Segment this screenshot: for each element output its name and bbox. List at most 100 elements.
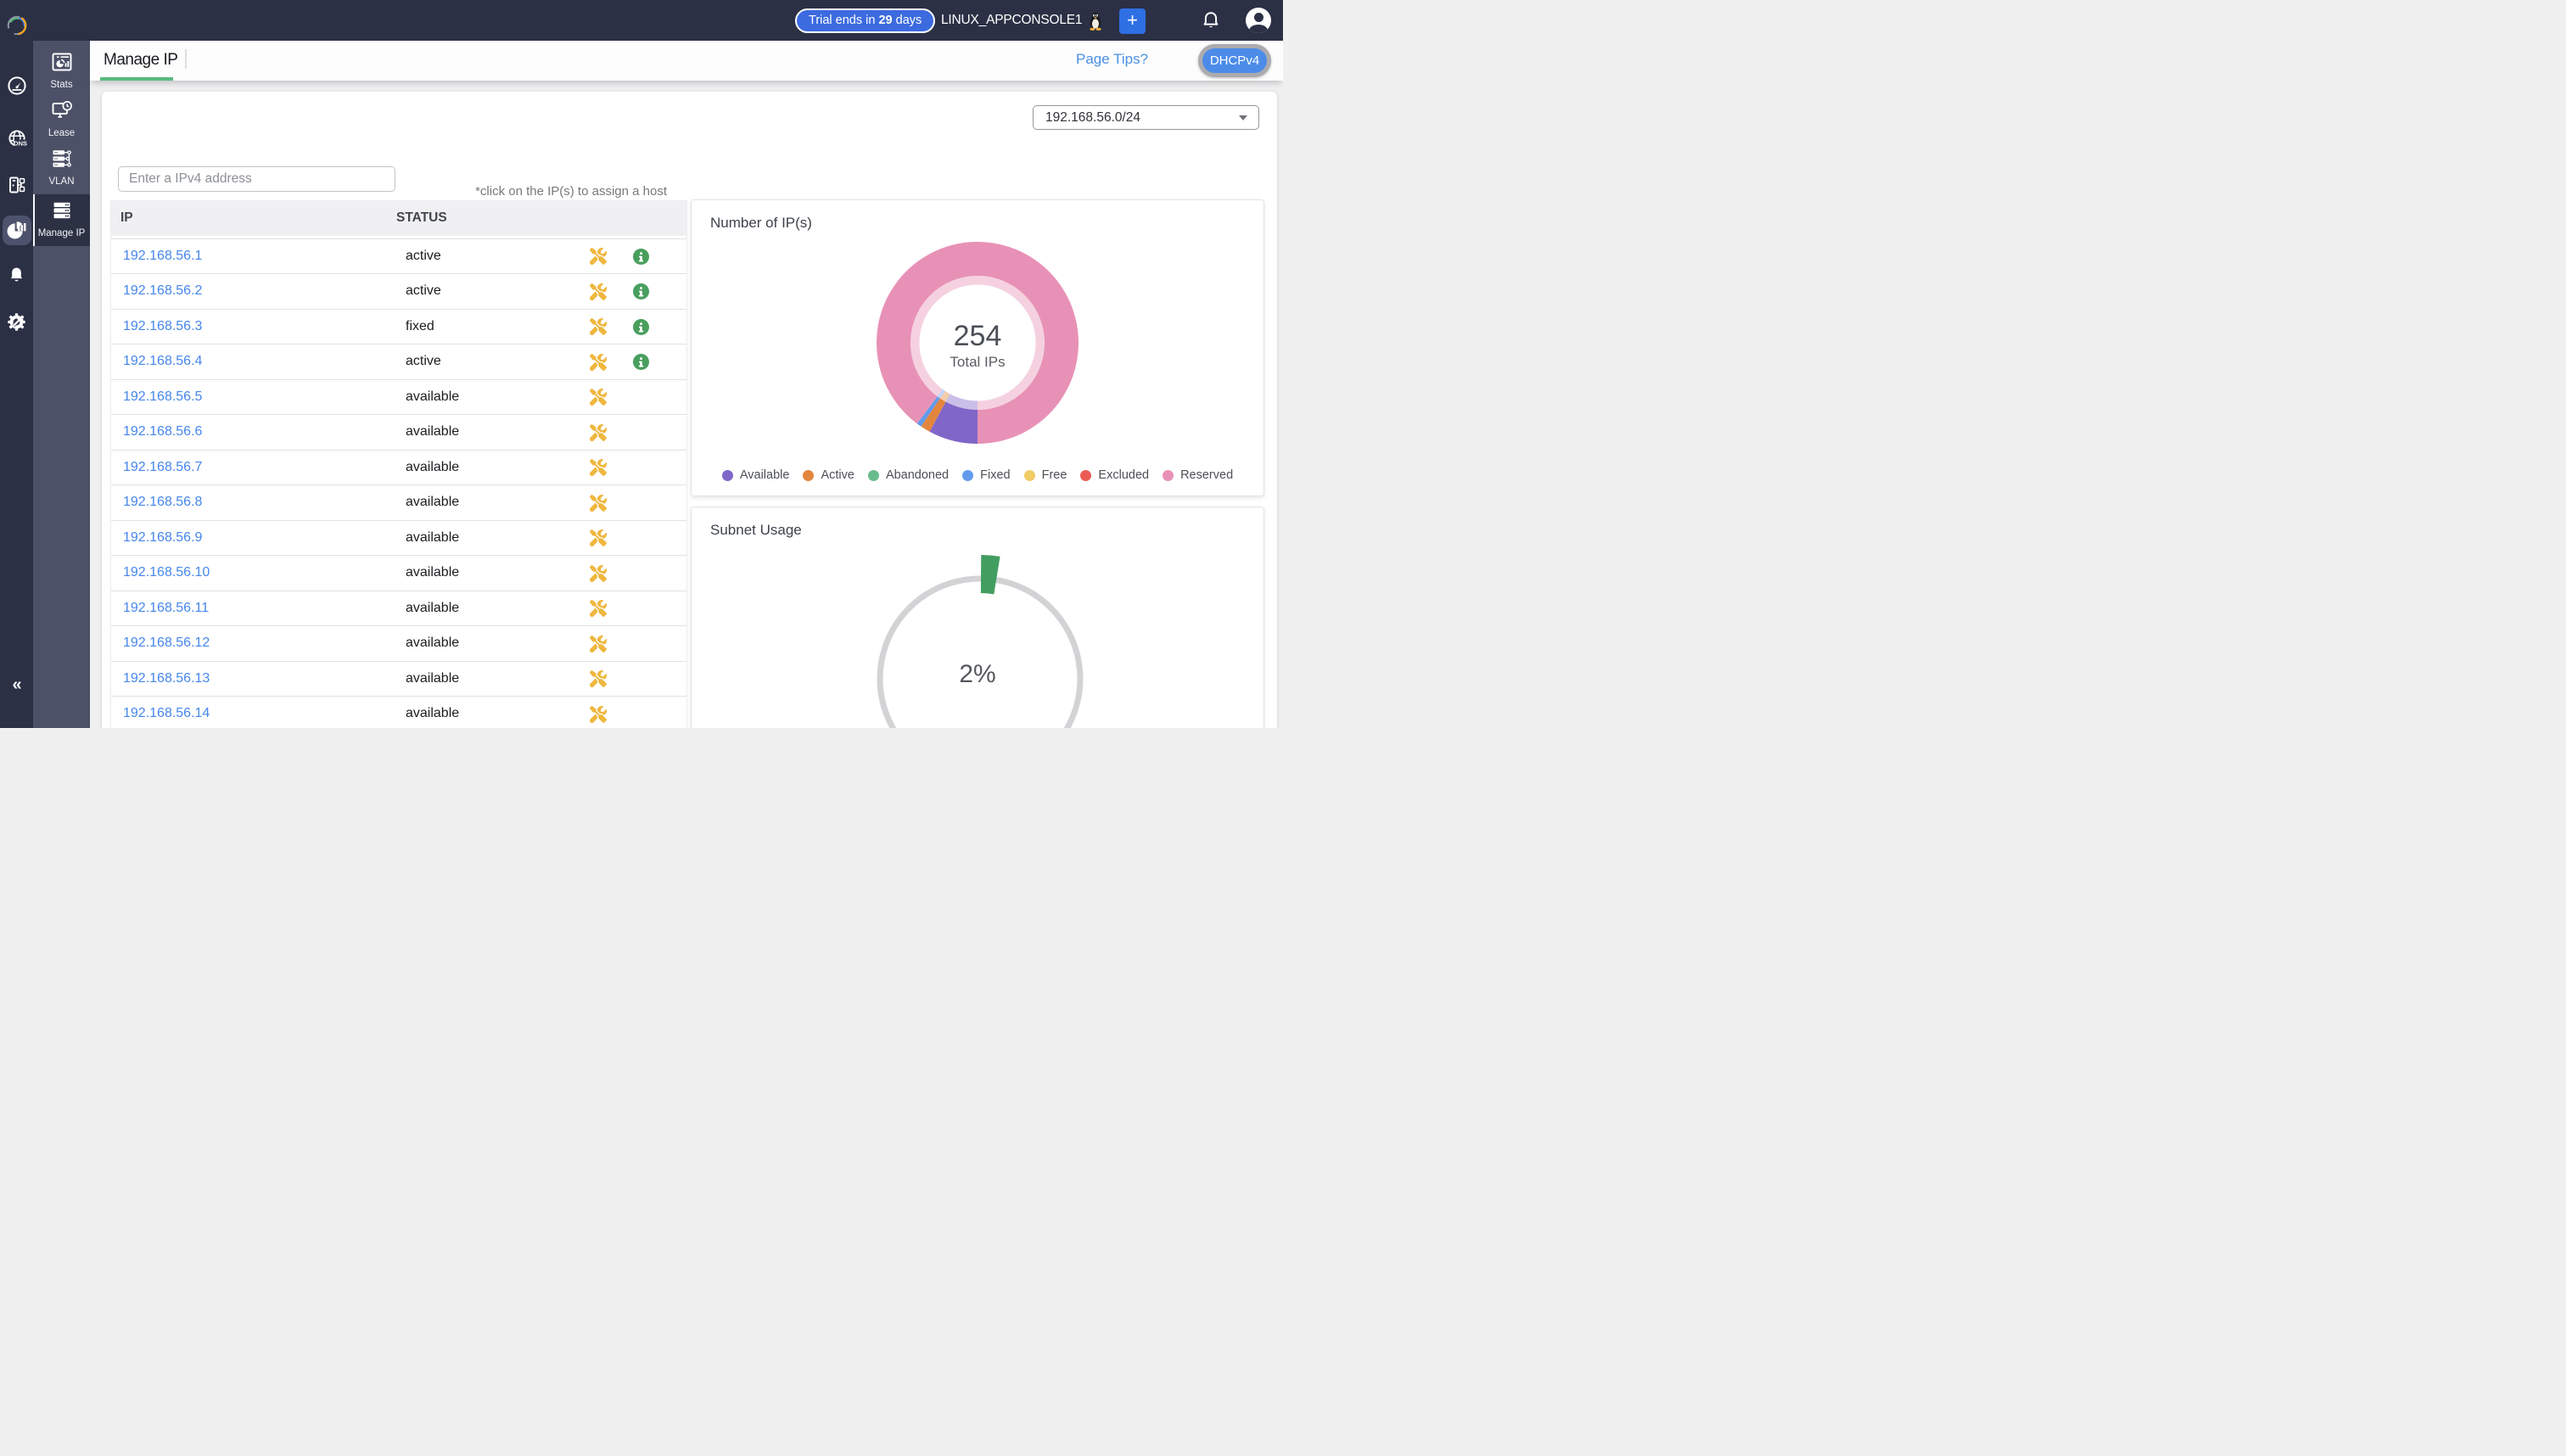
tools-icon[interactable] — [590, 670, 607, 687]
legend-item[interactable]: Excluded — [1080, 468, 1149, 482]
ip-address-link[interactable]: 192.168.56.12 — [123, 636, 210, 650]
ip-address-link[interactable]: 192.168.56.4 — [123, 354, 203, 368]
column-header-ip[interactable]: IP — [120, 210, 133, 225]
donut-slice-reserved[interactable] — [877, 242, 1079, 444]
tools-icon[interactable] — [590, 423, 607, 441]
usage-gauge-chart[interactable] — [692, 541, 1263, 728]
avatar-head-icon — [1253, 13, 1263, 22]
assign-host-note: *click on the IP(s) to assign a host — [475, 184, 667, 199]
ip-status-value: available — [406, 706, 460, 720]
legend-item[interactable]: Active — [803, 468, 854, 482]
tools-icon[interactable] — [590, 600, 607, 617]
donut-chart-title: Number of IP(s) — [710, 215, 812, 231]
ip-address-link[interactable]: 192.168.56.1 — [123, 248, 203, 263]
tools-icon[interactable] — [590, 389, 607, 406]
page-tips-link[interactable]: Page Tips? — [1076, 51, 1149, 67]
legend-item[interactable]: Available — [721, 468, 790, 482]
donut-slice-available[interactable] — [929, 401, 978, 444]
tab-manage-ip[interactable]: Manage IP — [104, 51, 178, 69]
info-icon[interactable] — [632, 248, 649, 265]
donut-chart[interactable] — [692, 229, 1263, 453]
info-icon[interactable] — [632, 283, 649, 300]
ip-address-link[interactable]: 192.168.56.9 — [123, 529, 203, 545]
sidebar-item-manage-ip[interactable]: Manage IP — [33, 194, 90, 246]
globe-dns-icon: DNS — [7, 129, 27, 149]
tools-icon[interactable] — [590, 705, 607, 723]
number-of-ips-card: Number of IP(s) 254 Total IPs Available A… — [691, 199, 1264, 496]
legend-dot — [867, 469, 879, 481]
tools-icon[interactable] — [590, 564, 607, 582]
info-icon[interactable] — [632, 318, 649, 335]
tools-icon[interactable] — [590, 318, 607, 335]
add-button[interactable]: + — [1119, 8, 1146, 34]
legend-label: Active — [821, 468, 854, 482]
protocol-toggle[interactable]: DHCPv4 — [1198, 44, 1271, 77]
legend-label: Available — [739, 468, 790, 482]
ip-address-link[interactable]: 192.168.56.7 — [123, 459, 203, 474]
trial-days-count: 29 — [878, 14, 893, 27]
ipv4-search-input[interactable] — [118, 166, 395, 192]
sidebar-item-ipam-stats[interactable] — [0, 220, 33, 241]
ip-address-link[interactable]: 192.168.56.8 — [123, 495, 203, 509]
tools-icon[interactable] — [590, 353, 607, 371]
table-row: 192.168.56.9 available — [111, 520, 686, 556]
secondary-sidebar: Stats Lease — [33, 41, 90, 728]
donut-slice-active[interactable] — [921, 398, 946, 432]
legend-item[interactable]: Abandoned — [867, 468, 949, 482]
ip-status-value: active — [406, 283, 441, 298]
chevron-down-icon — [1239, 115, 1247, 120]
vlan-servers-icon — [33, 148, 90, 169]
brand-logo-icon[interactable] — [5, 14, 29, 37]
tools-icon[interactable] — [590, 494, 607, 512]
legend-item[interactable]: Free — [1023, 468, 1067, 482]
ip-status-value: available — [406, 600, 460, 615]
sidebar-item-lease[interactable]: Lease — [33, 96, 90, 144]
sidebar-collapse-button[interactable]: « — [0, 675, 33, 695]
legend-item[interactable]: Fixed — [962, 468, 1011, 482]
gear-wrench-icon — [6, 311, 27, 333]
pie-chart-bars-icon — [6, 220, 27, 241]
gauge-value-label: 2% — [959, 660, 996, 688]
tools-icon[interactable] — [590, 283, 607, 300]
speedometer-icon — [7, 76, 27, 96]
ip-address-link[interactable]: 192.168.56.6 — [123, 424, 203, 439]
tools-icon[interactable] — [590, 459, 607, 476]
notifications-bell-icon[interactable] — [1201, 10, 1221, 31]
ip-address-link[interactable]: 192.168.56.13 — [123, 670, 210, 686]
ip-address-link[interactable]: 192.168.56.11 — [123, 600, 210, 615]
sidebar-item-stats[interactable]: Stats — [33, 48, 90, 96]
ip-status-value: available — [406, 495, 460, 509]
sidebar-item-dns[interactable]: DNS — [0, 129, 33, 149]
sidebar-item-dashboard[interactable] — [0, 76, 33, 96]
sidebar-item-vlan[interactable]: VLAN — [33, 144, 90, 193]
ip-address-link[interactable]: 192.168.56.5 — [123, 389, 203, 404]
server-network-icon — [7, 175, 27, 195]
sidebar-item-server-network[interactable] — [0, 175, 33, 195]
sidebar-item-alerts[interactable] — [0, 266, 33, 285]
ip-address-link[interactable]: 192.168.56.2 — [123, 283, 203, 298]
legend-dot — [1163, 469, 1174, 481]
ip-status-value: available — [406, 389, 460, 404]
legend-label: Excluded — [1098, 468, 1150, 482]
subnet-select[interactable]: 192.168.56.0/24 — [1033, 105, 1259, 130]
tools-icon[interactable] — [590, 529, 607, 546]
donut-inner-ring-fixed — [937, 389, 945, 399]
donut-inner-ring-active — [939, 390, 950, 402]
info-icon[interactable] — [632, 354, 649, 370]
main-content-card: 192.168.56.0/24 *click on the IP(s) to a… — [102, 92, 1277, 728]
trial-countdown-badge[interactable]: Trial ends in 29 days — [795, 8, 936, 33]
tools-icon[interactable] — [590, 248, 607, 265]
tools-icon[interactable] — [590, 635, 607, 652]
protocol-badge[interactable]: DHCPv4 — [1202, 48, 1267, 73]
table-row: 192.168.56.5 available — [111, 379, 686, 415]
ip-address-link[interactable]: 192.168.56.14 — [123, 706, 210, 720]
trial-text-prefix: Trial ends in — [809, 14, 879, 27]
donut-slice-fixed[interactable] — [916, 396, 940, 427]
user-avatar[interactable] — [1246, 8, 1271, 33]
tab-separator — [185, 49, 187, 69]
column-header-status[interactable]: STATUS — [396, 210, 447, 225]
ip-address-link[interactable]: 192.168.56.3 — [123, 318, 203, 333]
sidebar-item-settings[interactable] — [0, 311, 33, 333]
legend-item[interactable]: Reserved — [1163, 468, 1233, 482]
ip-address-link[interactable]: 192.168.56.10 — [123, 565, 210, 580]
